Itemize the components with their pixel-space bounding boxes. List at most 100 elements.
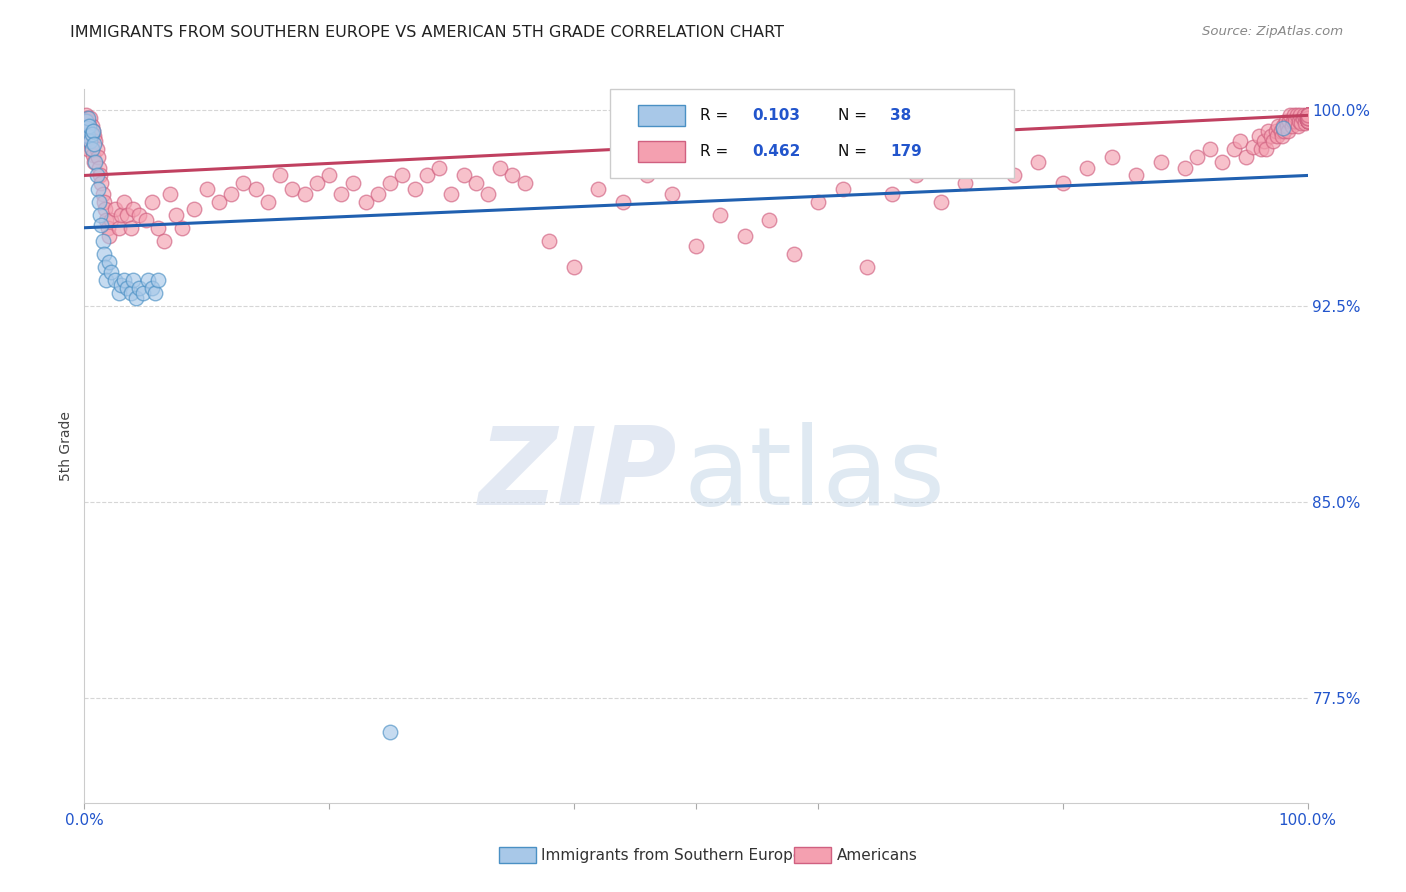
Point bbox=[1253, 135, 1275, 149]
Point bbox=[330, 186, 353, 201]
Point bbox=[477, 186, 499, 201]
Point bbox=[1296, 111, 1319, 125]
Point bbox=[77, 127, 100, 141]
Point bbox=[1296, 108, 1319, 122]
Point bbox=[80, 142, 103, 156]
Point bbox=[89, 208, 111, 222]
Point bbox=[1296, 108, 1319, 122]
Point bbox=[146, 220, 169, 235]
Point bbox=[1125, 169, 1147, 183]
Text: 38: 38 bbox=[890, 108, 911, 123]
Point bbox=[269, 169, 291, 183]
Point bbox=[953, 176, 976, 190]
Point bbox=[1296, 111, 1319, 125]
Point bbox=[208, 194, 231, 209]
Point bbox=[1250, 142, 1272, 156]
Point bbox=[87, 194, 110, 209]
Point bbox=[153, 234, 176, 248]
Point bbox=[1285, 108, 1308, 122]
Point bbox=[93, 194, 115, 209]
Point bbox=[1282, 108, 1305, 122]
Point bbox=[1296, 108, 1319, 122]
Point bbox=[586, 181, 609, 195]
Point bbox=[80, 127, 103, 141]
Point bbox=[354, 194, 377, 209]
Point bbox=[104, 273, 127, 287]
Point bbox=[91, 234, 114, 248]
Point bbox=[538, 234, 561, 248]
Point bbox=[1296, 111, 1319, 125]
Point bbox=[1288, 113, 1310, 128]
Point bbox=[1296, 108, 1319, 122]
Text: 0.103: 0.103 bbox=[752, 108, 800, 123]
Point bbox=[1272, 121, 1295, 136]
Point bbox=[76, 121, 98, 136]
Point bbox=[1296, 111, 1319, 125]
Point bbox=[612, 194, 634, 209]
Point bbox=[1150, 155, 1173, 169]
Point bbox=[661, 186, 683, 201]
Point bbox=[96, 273, 118, 287]
Point bbox=[94, 260, 117, 274]
Point bbox=[1263, 135, 1285, 149]
Text: N =: N = bbox=[838, 144, 872, 159]
Point bbox=[734, 228, 756, 243]
Point bbox=[77, 113, 100, 128]
Point bbox=[1296, 111, 1319, 125]
Point bbox=[219, 186, 242, 201]
FancyBboxPatch shape bbox=[610, 89, 1014, 178]
Point bbox=[453, 169, 475, 183]
Point bbox=[96, 213, 118, 227]
Point bbox=[76, 111, 98, 125]
Point bbox=[1296, 108, 1319, 122]
Point bbox=[77, 135, 100, 149]
Point bbox=[77, 111, 100, 125]
Text: IMMIGRANTS FROM SOUTHERN EUROPE VS AMERICAN 5TH GRADE CORRELATION CHART: IMMIGRANTS FROM SOUTHERN EUROPE VS AMERI… bbox=[70, 25, 785, 40]
Point bbox=[380, 725, 402, 739]
Point bbox=[1292, 108, 1315, 122]
Point bbox=[1296, 108, 1319, 122]
Point bbox=[1296, 108, 1319, 122]
Text: Immigrants from Southern Europe: Immigrants from Southern Europe bbox=[541, 848, 803, 863]
Point bbox=[1277, 124, 1299, 138]
Point bbox=[159, 186, 181, 201]
Point bbox=[856, 260, 879, 274]
Point bbox=[89, 169, 111, 183]
Point bbox=[112, 273, 135, 287]
Point bbox=[880, 186, 903, 201]
Point bbox=[1296, 108, 1319, 122]
Point bbox=[76, 135, 98, 149]
Point bbox=[1294, 116, 1316, 130]
Point bbox=[82, 124, 104, 138]
Point bbox=[1274, 113, 1296, 128]
Point bbox=[1264, 124, 1286, 138]
Point bbox=[1229, 135, 1251, 149]
Point bbox=[1296, 113, 1319, 128]
Point bbox=[87, 161, 110, 175]
Point bbox=[1174, 161, 1197, 175]
Point bbox=[380, 176, 402, 190]
Point bbox=[82, 147, 104, 161]
Point bbox=[1286, 119, 1309, 133]
Point bbox=[1275, 119, 1298, 133]
Point bbox=[1272, 124, 1295, 138]
Point bbox=[80, 119, 103, 133]
Point bbox=[245, 181, 267, 195]
Point bbox=[86, 142, 108, 156]
Point bbox=[1257, 124, 1279, 138]
Point bbox=[1296, 111, 1319, 125]
Point bbox=[416, 169, 439, 183]
Point bbox=[1002, 169, 1025, 183]
Point bbox=[1271, 129, 1294, 144]
Point bbox=[84, 135, 107, 149]
Point bbox=[97, 220, 120, 235]
Point bbox=[1296, 111, 1319, 125]
Point bbox=[84, 155, 107, 169]
Point bbox=[97, 228, 120, 243]
Point bbox=[76, 124, 98, 138]
Point bbox=[929, 194, 952, 209]
Point bbox=[90, 218, 112, 232]
Point bbox=[110, 278, 132, 293]
Point bbox=[831, 181, 853, 195]
Point bbox=[305, 176, 328, 190]
